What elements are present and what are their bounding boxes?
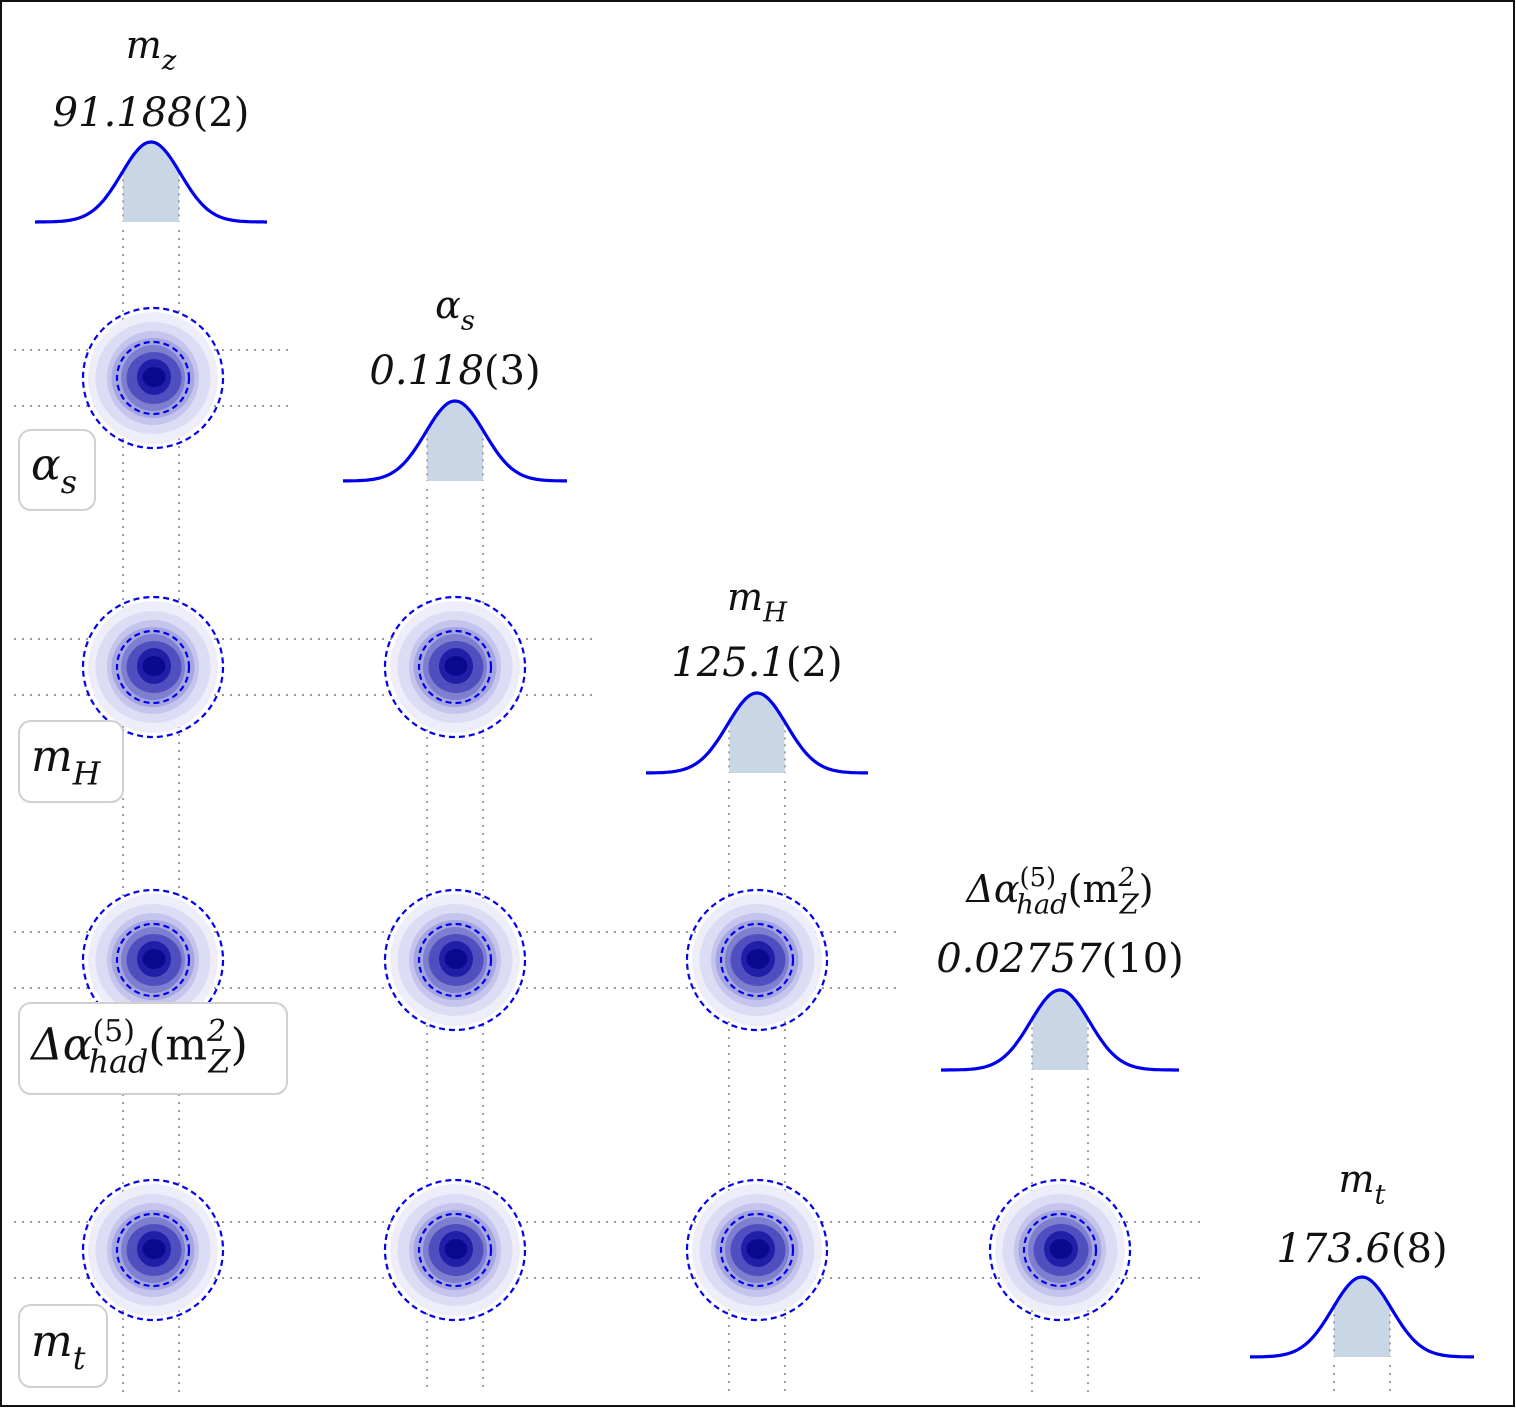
contour-95 bbox=[81, 306, 225, 450]
contour-68 bbox=[417, 629, 493, 705]
param-title: mt bbox=[1338, 1157, 1386, 1210]
param-title: mH bbox=[727, 575, 788, 628]
contour-68 bbox=[719, 1212, 795, 1288]
contour-95 bbox=[81, 888, 225, 1032]
row-label-box bbox=[18, 429, 96, 511]
density-level bbox=[746, 949, 770, 969]
row-label-box bbox=[18, 1002, 288, 1095]
contour-68 bbox=[115, 340, 191, 416]
marginal-curve bbox=[35, 140, 267, 224]
density-level bbox=[1049, 1239, 1073, 1259]
density-level bbox=[444, 949, 468, 969]
contour-68 bbox=[1022, 1212, 1098, 1288]
contour-95 bbox=[81, 595, 225, 739]
density-level bbox=[142, 656, 166, 676]
param-title: Δα(5) had(m2 Z) bbox=[964, 863, 1153, 920]
credible-band bbox=[123, 142, 179, 222]
param-value: 0.118(3) bbox=[369, 348, 540, 394]
contour-panel bbox=[81, 595, 225, 739]
marginal-curve bbox=[1250, 1275, 1474, 1359]
contour-panel bbox=[685, 1178, 829, 1322]
credible-band bbox=[1032, 990, 1088, 1070]
contour-68 bbox=[115, 922, 191, 998]
contour-68 bbox=[417, 922, 493, 998]
row-label: Δα(5) had(m2 Z) bbox=[29, 1014, 248, 1081]
contour-panel bbox=[383, 595, 527, 739]
contour-panel bbox=[81, 1178, 225, 1322]
contour-68 bbox=[719, 922, 795, 998]
density-level bbox=[142, 367, 166, 387]
credible-band bbox=[729, 693, 785, 773]
param-title: αs bbox=[435, 283, 475, 336]
credible-band bbox=[1334, 1277, 1390, 1357]
row-label: mH bbox=[31, 731, 102, 792]
marginal-curve bbox=[646, 691, 868, 775]
contour-95 bbox=[685, 888, 829, 1032]
contour-panel bbox=[383, 1178, 527, 1322]
contour-95 bbox=[988, 1178, 1132, 1322]
param-title: mz bbox=[126, 23, 177, 76]
contour-95 bbox=[685, 1178, 829, 1322]
contour-95 bbox=[383, 595, 527, 739]
contour-panel bbox=[988, 1178, 1132, 1322]
density-level bbox=[142, 949, 166, 969]
density-level bbox=[444, 656, 468, 676]
contour-68 bbox=[115, 629, 191, 705]
contour-95 bbox=[383, 1178, 527, 1322]
marginal-curve bbox=[343, 399, 567, 483]
contour-95 bbox=[81, 1178, 225, 1322]
row-label: mt bbox=[31, 1316, 86, 1377]
density-level bbox=[444, 1239, 468, 1259]
contour-panel bbox=[81, 306, 225, 450]
param-value: 0.02757(10) bbox=[936, 936, 1184, 982]
contour-95 bbox=[383, 888, 527, 1032]
param-value: 173.6(8) bbox=[1276, 1226, 1447, 1272]
row-label-box bbox=[18, 720, 124, 803]
row-label-box bbox=[18, 1304, 108, 1388]
row-label: αs bbox=[31, 440, 77, 501]
contour-68 bbox=[417, 1212, 493, 1288]
density-level bbox=[142, 1239, 166, 1259]
contour-panel bbox=[685, 888, 829, 1032]
contour-68 bbox=[115, 1212, 191, 1288]
param-value: 91.188(2) bbox=[53, 90, 250, 136]
contour-panel bbox=[383, 888, 527, 1032]
marginal-curve bbox=[941, 988, 1179, 1072]
contour-panel bbox=[81, 888, 225, 1032]
credible-band bbox=[427, 401, 483, 481]
param-value: 125.1(2) bbox=[671, 640, 842, 686]
density-level bbox=[746, 1239, 770, 1259]
